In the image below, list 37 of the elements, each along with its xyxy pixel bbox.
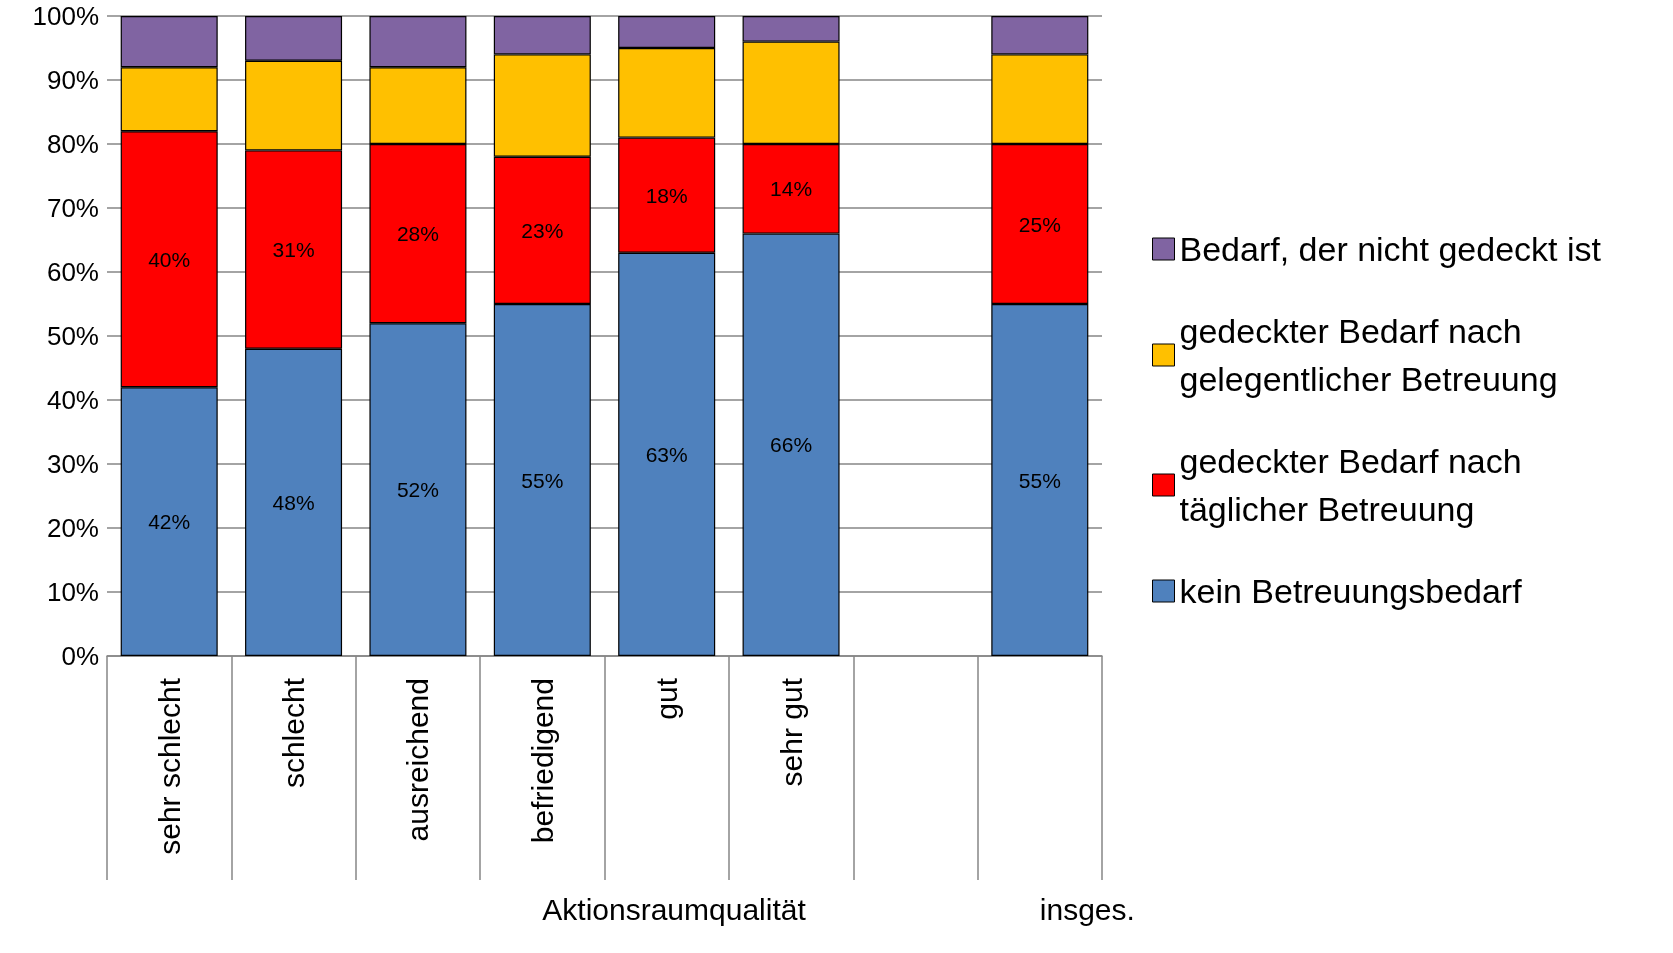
y-tick-label: 0% — [61, 641, 99, 671]
y-tick-label: 90% — [46, 65, 99, 95]
data-label: 48% — [272, 490, 315, 514]
legend-label: gedeckter Bedarf nach täglicher Betreuung — [1179, 442, 1532, 528]
x-tick-label: sehr schlecht — [152, 677, 186, 855]
x-tick-label: schlecht — [277, 677, 311, 789]
data-label: 63% — [645, 442, 688, 466]
y-tick-label: 20% — [46, 513, 99, 543]
x-tick-label: ausreichend — [401, 678, 435, 842]
x-axis-title: Aktionsraumqualität — [542, 892, 807, 926]
data-label: 40% — [148, 247, 191, 271]
data-label: 55% — [1018, 468, 1061, 492]
y-tick-label: 80% — [46, 129, 99, 159]
y-tick-label: 70% — [46, 193, 99, 223]
data-label: 23% — [521, 218, 564, 242]
legend-label: Bedarf, der nicht gedeckt ist — [1179, 230, 1602, 268]
y-tick-label: 40% — [46, 385, 99, 415]
x-tick-label: befriedigend — [525, 678, 559, 844]
data-label: 42% — [148, 510, 191, 534]
legend-label: kein Betreuungsbedarf — [1179, 572, 1523, 610]
data-label: 28% — [396, 222, 439, 246]
x-tick-label: sehr gut — [774, 677, 808, 787]
y-tick-label: 30% — [46, 449, 99, 479]
data-label: 31% — [272, 238, 315, 262]
legend-label: gedeckter Bedarf nach gelegentlicher Betreuung — [1179, 312, 1558, 398]
data-label: 18% — [645, 183, 688, 207]
data-label: 55% — [521, 468, 564, 492]
data-label: 25% — [1018, 212, 1061, 236]
y-tick-label: 100% — [32, 1, 99, 31]
data-label: 66% — [770, 433, 813, 457]
y-tick-label: 10% — [46, 577, 99, 607]
y-tick-label: 50% — [46, 321, 99, 351]
x-tick-label: gut — [650, 677, 684, 720]
data-label: 14% — [770, 177, 813, 201]
text: insges. — [1039, 892, 1135, 926]
y-tick-label: 60% — [46, 257, 99, 287]
data-label: 52% — [396, 478, 439, 502]
